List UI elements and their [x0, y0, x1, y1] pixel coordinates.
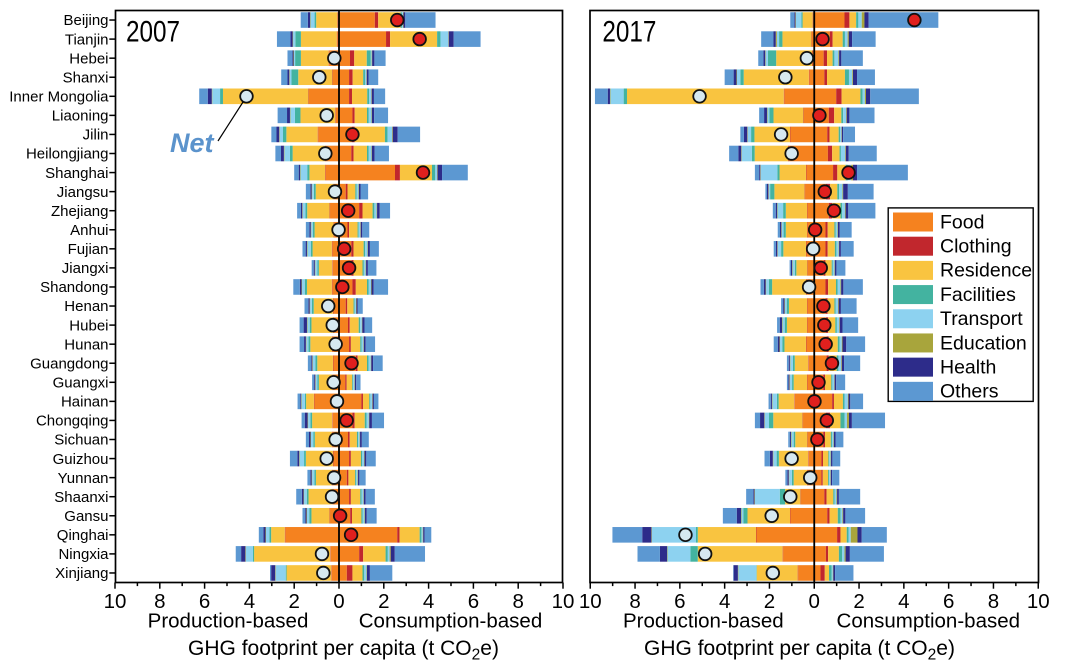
- svg-text:Liaoning: Liaoning: [52, 108, 109, 125]
- svg-text:10: 10: [579, 590, 602, 613]
- svg-text:Ningxia: Ningxia: [58, 546, 109, 563]
- svg-text:Henan: Henan: [64, 298, 108, 315]
- svg-text:Xinjiang: Xinjiang: [55, 565, 108, 582]
- svg-text:Sichuan: Sichuan: [54, 432, 108, 449]
- svg-text:Production-based: Production-based: [148, 610, 309, 633]
- svg-text:Facilities: Facilities: [940, 284, 1016, 306]
- svg-text:0: 0: [333, 590, 344, 613]
- svg-text:Clothing: Clothing: [940, 235, 1012, 257]
- svg-text:2007: 2007: [126, 15, 180, 48]
- svg-text:GHG footprint per capita (t CO: GHG footprint per capita (t CO2e): [644, 637, 955, 662]
- svg-text:2017: 2017: [602, 15, 656, 48]
- svg-text:Shanghai: Shanghai: [45, 165, 108, 182]
- svg-text:10: 10: [1027, 590, 1050, 613]
- svg-text:Net: Net: [170, 128, 215, 158]
- svg-text:Hainan: Hainan: [61, 394, 109, 411]
- svg-text:Guangdong: Guangdong: [30, 355, 108, 372]
- svg-text:Others: Others: [940, 381, 999, 403]
- svg-text:Zhejiang: Zhejiang: [51, 203, 109, 220]
- svg-text:Consumption-based: Consumption-based: [837, 610, 1020, 633]
- svg-text:Guizhou: Guizhou: [53, 451, 109, 468]
- svg-text:Heilongjiang: Heilongjiang: [26, 146, 109, 163]
- svg-text:Jilin: Jilin: [83, 127, 109, 144]
- svg-text:10: 10: [104, 590, 127, 613]
- svg-text:Education: Education: [940, 332, 1027, 354]
- svg-text:GHG footprint per capita (t CO: GHG footprint per capita (t CO2e): [188, 637, 499, 662]
- svg-text:Qinghai: Qinghai: [57, 527, 109, 544]
- svg-text:Food: Food: [940, 211, 984, 233]
- svg-text:Jiangxi: Jiangxi: [62, 260, 109, 277]
- svg-text:Chongqing: Chongqing: [36, 413, 109, 430]
- svg-text:Fujian: Fujian: [68, 241, 109, 258]
- svg-text:Hunan: Hunan: [64, 336, 108, 353]
- svg-text:Inner Mongolia: Inner Mongolia: [9, 89, 109, 106]
- svg-text:Shanxi: Shanxi: [63, 69, 109, 86]
- svg-text:Shandong: Shandong: [40, 279, 108, 296]
- svg-text:Production-based: Production-based: [623, 610, 784, 633]
- svg-text:Gansu: Gansu: [64, 508, 108, 525]
- svg-text:Transport: Transport: [940, 308, 1023, 330]
- svg-text:0: 0: [809, 590, 820, 613]
- svg-text:Jiangsu: Jiangsu: [57, 184, 109, 201]
- svg-text:Shaanxi: Shaanxi: [54, 489, 108, 506]
- svg-text:Anhui: Anhui: [70, 222, 108, 239]
- svg-text:10: 10: [552, 590, 575, 613]
- svg-text:Residence: Residence: [940, 260, 1032, 282]
- svg-text:Yunnan: Yunnan: [58, 470, 109, 487]
- svg-text:Beijing: Beijing: [63, 12, 108, 29]
- svg-text:Consumption-based: Consumption-based: [359, 610, 542, 633]
- svg-text:Hebei: Hebei: [69, 50, 108, 67]
- svg-text:Hubei: Hubei: [69, 317, 108, 334]
- svg-text:Guangxi: Guangxi: [53, 375, 109, 392]
- svg-text:Health: Health: [940, 356, 996, 378]
- svg-text:Tianjin: Tianjin: [65, 31, 109, 48]
